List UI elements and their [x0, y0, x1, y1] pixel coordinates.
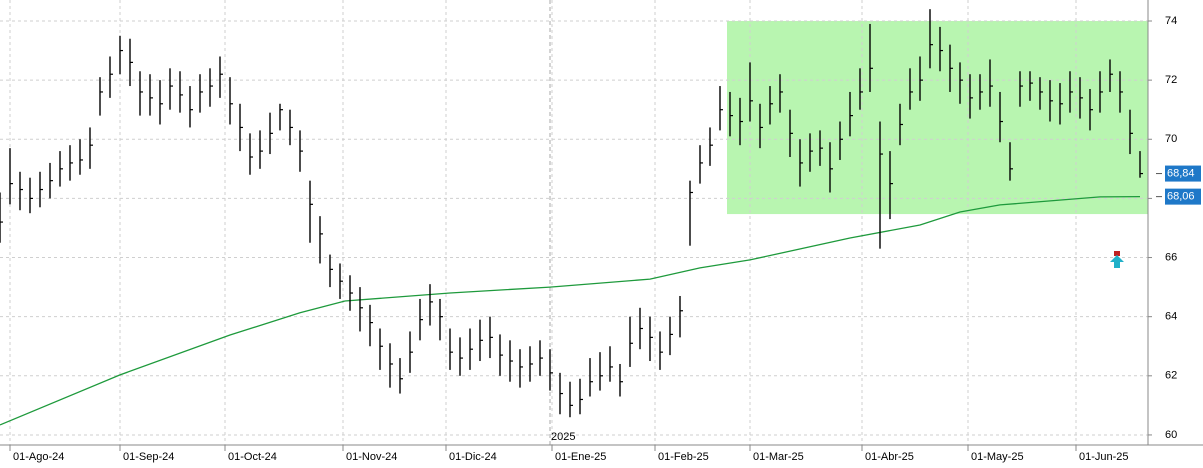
x-tick-label: 01-Nov-24 [346, 451, 397, 463]
price-label-box [1165, 165, 1201, 182]
x-tick-label: 01-Dic-24 [449, 451, 497, 463]
x-tick-label: 01-Mar-25 [753, 451, 804, 463]
x-tick-label: 01-Abr-25 [865, 451, 914, 463]
plot [0, 0, 1148, 445]
moving-average-line [0, 195, 1141, 426]
y-tick-label: 66 [1165, 251, 1177, 263]
y-tick-label: 60 [1165, 429, 1177, 441]
x-tick-label: 01-Ene-25 [555, 451, 606, 463]
price-label-box [1165, 188, 1201, 205]
range-zone [727, 20, 1148, 215]
price-label: 68,06 [1167, 191, 1195, 203]
price-label: 68,84 [1167, 167, 1195, 179]
x-tick-label: 01-May-25 [971, 451, 1024, 463]
x-tick-label: 01-Feb-25 [658, 451, 709, 463]
y-tick-label: 72 [1165, 74, 1177, 86]
x-tick-label: 01-Jun-25 [1079, 451, 1129, 463]
x-tick-label: 01-Oct-24 [228, 451, 277, 463]
year-label: 2025 [551, 431, 575, 443]
y-tick-label: 64 [1165, 311, 1177, 323]
x-tick-label: 01-Sep-24 [123, 451, 174, 463]
x-tick-label: 01-Ago-24 [13, 451, 64, 463]
y-tick-label: 70 [1165, 133, 1177, 145]
y-tick-label: 62 [1165, 370, 1177, 382]
y-tick-label: 74 [1165, 15, 1177, 27]
arrow-icon [1110, 251, 1124, 268]
